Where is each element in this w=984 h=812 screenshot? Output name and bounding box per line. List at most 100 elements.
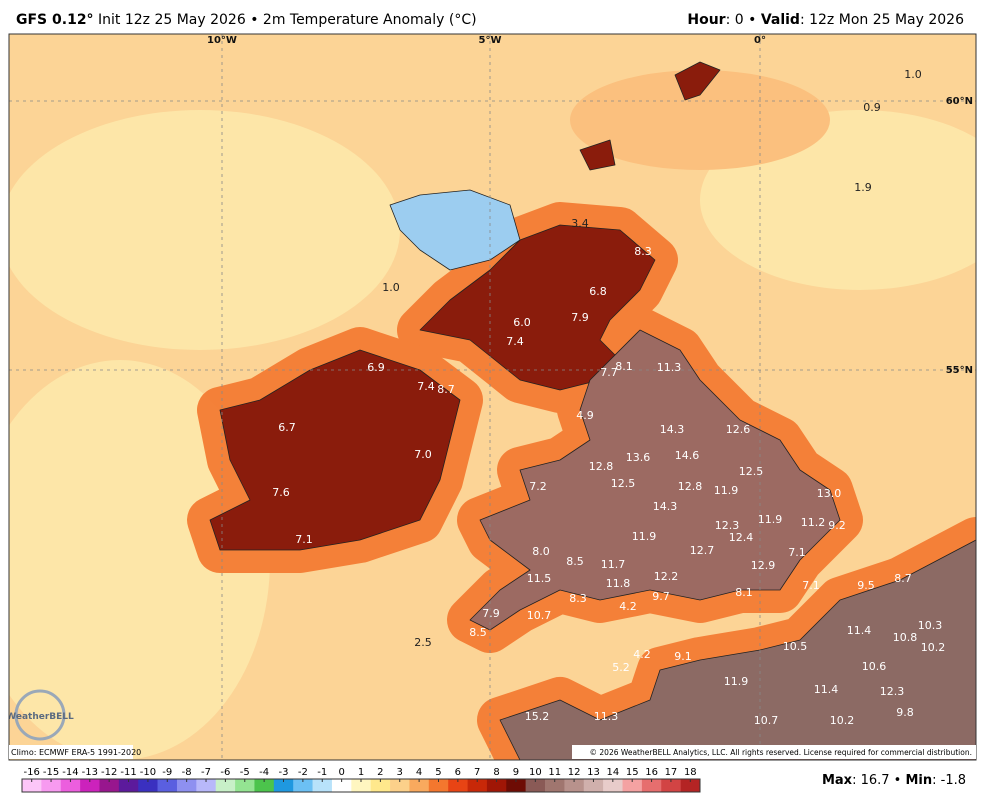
anomaly-label: 4.2 — [633, 648, 651, 661]
graticule — [9, 34, 976, 760]
hour-label: Hour — [687, 12, 725, 28]
colorbar-swatch — [312, 779, 333, 792]
anomaly-label: 10.2 — [921, 641, 946, 654]
anomaly-label: 3.4 — [571, 217, 589, 230]
anomaly-label: 8.1 — [615, 360, 633, 373]
anomaly-label: 14.6 — [675, 449, 700, 462]
lat-label: 60°N — [946, 96, 973, 107]
colorbar-tick-label: -15 — [43, 767, 59, 778]
colorbar-swatch — [661, 779, 681, 792]
colorbar-tick-label: 0 — [338, 767, 344, 778]
anomaly-label: 8.7 — [437, 383, 455, 396]
anomaly-label: 10.7 — [754, 714, 779, 727]
colorbar-tick-label: 3 — [397, 767, 403, 778]
colorbar-swatch — [641, 779, 662, 792]
colorbar-swatch — [351, 779, 371, 792]
anomaly-label: 7.4 — [417, 380, 435, 393]
colorbar-tick-label: 7 — [474, 767, 480, 778]
anomaly-label: 10.2 — [830, 714, 855, 727]
min-label: Min — [905, 773, 932, 788]
model: GFS 0.12° — [16, 12, 94, 28]
colorbar-swatch — [486, 779, 507, 792]
colorbar-tick-label: -4 — [259, 767, 269, 778]
colorbar-tick-label: -14 — [62, 767, 78, 778]
anomaly-label: 12.9 — [751, 559, 776, 572]
colorbar-tick-label: 4 — [416, 767, 422, 778]
copyright-box — [572, 745, 976, 759]
colorbar-tick-label: -16 — [24, 767, 40, 778]
colorbar-swatch — [506, 779, 526, 792]
climo-box — [9, 745, 133, 759]
colorbar-tick-label: -1 — [317, 767, 327, 778]
colorbar-tick-label: 2 — [377, 767, 383, 778]
anomaly-label: 0.9 — [863, 101, 881, 114]
colorbar-tick-label: 15 — [626, 767, 639, 778]
anomaly-label: 12.3 — [880, 685, 905, 698]
anomaly-label: 12.6 — [726, 423, 751, 436]
anomaly-label: 8.7 — [894, 572, 912, 585]
footer-stats: Max: 16.7 • Min: -1.8 — [822, 773, 966, 788]
colorbar-swatch — [370, 779, 391, 792]
anomaly-label: 11.8 — [606, 577, 631, 590]
map-frame — [8, 33, 977, 761]
anomaly-label: 13.6 — [626, 451, 651, 464]
anomaly-label: 7.1 — [788, 546, 806, 559]
anomaly-label: 11.9 — [758, 513, 783, 526]
anomaly-label: 11.9 — [724, 675, 749, 688]
colorbar-tick-label: 8 — [493, 767, 499, 778]
anomaly-label: 8.3 — [569, 592, 587, 605]
colorbar-swatch — [564, 779, 585, 792]
colorbar-swatch — [603, 779, 623, 792]
max: : 16.7 • — [852, 773, 905, 788]
colorbar-tick-label: 5 — [435, 767, 441, 778]
colorbar-tick-label: 14 — [606, 767, 619, 778]
colorbar-swatch — [525, 779, 546, 792]
anomaly-zone — [9, 110, 400, 350]
lon-label: 10°W — [207, 35, 237, 46]
colorbar-tick-label: -5 — [240, 767, 250, 778]
anomaly-label: 11.3 — [594, 710, 619, 723]
colorbar-tick-label: -10 — [140, 767, 156, 778]
colorbar-swatch — [545, 779, 565, 792]
lon-label: 0° — [754, 35, 766, 46]
anomaly-label: 11.7 — [601, 558, 626, 571]
anomaly-label: 7.1 — [295, 533, 313, 546]
colorbar-tick-label: 10 — [529, 767, 542, 778]
anomaly-zone — [9, 360, 270, 760]
colorbar-tick-label: 6 — [455, 767, 461, 778]
anomaly-label: 12.4 — [729, 531, 754, 544]
anomaly-label: 7.6 — [272, 486, 290, 499]
anomaly-label: 5.2 — [612, 661, 630, 674]
anomaly-label: 11.9 — [632, 530, 657, 543]
colorbar-tick-label: -2 — [298, 767, 308, 778]
anomaly-zone — [570, 70, 830, 170]
anomaly-label: 7.9 — [571, 311, 589, 324]
anomaly-label: 6.8 — [589, 285, 607, 298]
anomaly-label: 10.7 — [527, 609, 552, 622]
anomaly-label: 12.5 — [739, 465, 764, 478]
climo: Climo: ECMWF ERA-5 1991-2020 — [11, 748, 141, 757]
colorbar-swatch — [583, 779, 604, 792]
anomaly-label: 11.4 — [814, 683, 839, 696]
anomaly-label: 13.0 — [817, 487, 842, 500]
colorbar-swatch — [157, 779, 178, 792]
colorbar-swatch — [176, 779, 197, 792]
colorbar-swatch — [118, 779, 139, 792]
anomaly-label: 9.5 — [857, 579, 875, 592]
valid: : 12z Mon 25 May 2026 — [800, 12, 964, 28]
anomaly-label: 1.9 — [854, 181, 872, 194]
anomaly-label: 7.1 — [802, 579, 820, 592]
anomaly-label: 7.2 — [529, 480, 547, 493]
anomaly-label: 9.7 — [652, 590, 670, 603]
colorbar-swatch — [215, 779, 236, 792]
colorbar-swatch — [41, 779, 62, 792]
colorbar-tick-label: -8 — [182, 767, 192, 778]
colorbar-swatch — [448, 779, 468, 792]
lon-label: 5°W — [479, 35, 502, 46]
colorbar-swatch — [99, 779, 120, 792]
anomaly-label: 12.2 — [654, 570, 679, 583]
colorbar-tick-label: 11 — [548, 767, 561, 778]
colorbar-swatch — [60, 779, 81, 792]
anomaly-label: 6.9 — [367, 361, 385, 374]
